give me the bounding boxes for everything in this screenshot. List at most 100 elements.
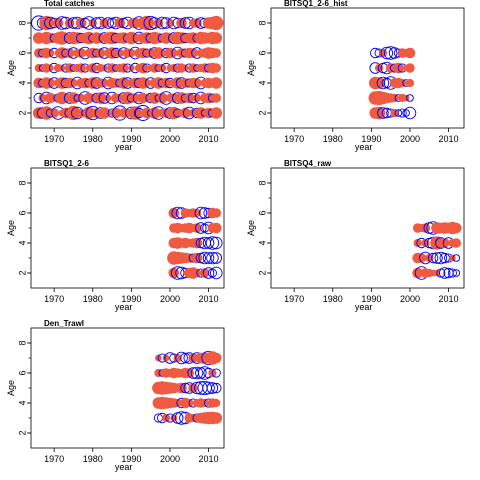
- positive-residual-bubble: [210, 412, 223, 424]
- positive-residual-bubble: [64, 48, 75, 58]
- x-tick-label: 2000: [400, 294, 420, 304]
- negative-residual-bubble: [198, 251, 211, 265]
- positive-residual-bubble: [156, 92, 168, 104]
- y-tick-label: 4: [17, 400, 27, 405]
- positive-residual-bubble: [378, 48, 388, 58]
- positive-residual-bubble: [145, 48, 156, 58]
- positive-residual-bubble: [404, 47, 416, 59]
- x-tick-label: 2000: [160, 294, 180, 304]
- positive-residual-bubble: [49, 108, 59, 118]
- positive-residual-bubble: [153, 18, 164, 28]
- y-tick-label: 2: [17, 110, 27, 115]
- y-axis-label: Age: [6, 380, 16, 396]
- negative-residual-bubble: [175, 351, 188, 365]
- positive-residual-bubble: [88, 93, 97, 103]
- negative-residual-bubble: [205, 236, 220, 250]
- positive-residual-bubble: [175, 32, 188, 44]
- positive-residual-bubble: [412, 267, 423, 279]
- negative-residual-bubble: [383, 46, 398, 60]
- positive-residual-bubble: [149, 63, 160, 73]
- x-tick-label: 1990: [121, 454, 141, 464]
- positive-residual-bubble: [211, 208, 222, 218]
- y-axis-label: Age: [246, 60, 256, 76]
- positive-residual-bubble: [210, 77, 223, 89]
- positive-residual-bubble: [158, 63, 167, 73]
- x-tick-label: 1980: [83, 294, 103, 304]
- y-tick-label: 6: [17, 370, 27, 375]
- chart-panel-3: BITSQ1_2-6 1970 1980 1990 2000 2010 2 4 6 8 year Ag…: [6, 159, 225, 312]
- positive-residual-bubble: [169, 48, 178, 58]
- positive-residual-bubble: [450, 222, 462, 234]
- negative-residual-bubble: [206, 251, 219, 265]
- chart-panel-4: BITSQ4_raw 1970 1980 1990 2000 2010 2 4 6 8 year Ag…: [246, 159, 465, 312]
- positive-residual-bubble: [173, 398, 182, 408]
- positive-residual-bubble: [45, 78, 56, 88]
- negative-residual-bubble: [427, 252, 439, 264]
- y-tick-label: 6: [17, 210, 27, 215]
- positive-residual-bubble: [71, 32, 84, 44]
- positive-residual-bubble: [188, 48, 198, 58]
- negative-residual-bubble: [210, 236, 223, 250]
- negative-residual-bubble: [452, 269, 461, 277]
- positive-residual-bubble: [430, 236, 444, 250]
- negative-residual-bubble: [170, 266, 185, 280]
- y-tick-label: 8: [257, 20, 267, 25]
- y-tick-label: 2: [17, 270, 27, 275]
- positive-residual-bubble: [188, 63, 198, 73]
- x-tick-label: 1980: [83, 134, 103, 144]
- chart-title: Den_Trawl: [44, 319, 84, 328]
- negative-residual-bubble: [438, 267, 451, 279]
- positive-residual-bubble: [398, 78, 407, 88]
- x-tick-label: 2000: [160, 454, 180, 464]
- chart-panel-2: BITSQ1_2-6_hist 1970 1980 1990 2000 2010 2 4 6 8 y…: [246, 0, 465, 152]
- positive-residual-bubble: [95, 48, 106, 58]
- y-axis-label: Age: [246, 220, 256, 236]
- negative-residual-bubble: [406, 94, 414, 102]
- positive-residual-bubble: [449, 254, 456, 262]
- positive-residual-bubble: [180, 107, 191, 119]
- positive-residual-bubble: [100, 78, 109, 88]
- negative-residual-bubble: [403, 106, 417, 120]
- negative-residual-bubble: [206, 382, 219, 394]
- y-tick-label: 2: [17, 430, 27, 435]
- x-tick-label: 1970: [44, 294, 64, 304]
- positive-residual-bubble: [69, 78, 78, 88]
- positive-residual-bubble: [188, 353, 198, 363]
- y-tick-label: 6: [17, 50, 27, 55]
- x-tick-label: 1980: [323, 134, 343, 144]
- x-tick-label: 1990: [361, 294, 381, 304]
- positive-residual-bubble: [86, 77, 99, 89]
- y-tick-label: 8: [17, 20, 27, 25]
- positive-residual-bubble: [192, 208, 202, 218]
- positive-residual-bubble: [91, 108, 102, 118]
- x-tick-label: 1990: [121, 134, 141, 144]
- positive-residual-bubble: [171, 77, 184, 89]
- positive-residual-bubble: [99, 18, 110, 28]
- y-tick-label: 4: [17, 80, 27, 85]
- positive-residual-bubble: [154, 368, 163, 378]
- positive-residual-bubble: [142, 78, 151, 88]
- negative-residual-bubble: [434, 251, 448, 265]
- chart-title: BITSQ1_2-6: [44, 159, 89, 168]
- chart-panel-5: Den_Trawl 1970 1980 1990 2000 2010 2 4 6 8 year Age: [6, 319, 225, 472]
- x-axis-label: year: [355, 302, 373, 312]
- positive-residual-bubble: [117, 77, 130, 89]
- positive-residual-bubble: [402, 94, 410, 102]
- positive-residual-bubble: [142, 93, 151, 103]
- negative-residual-bubble: [376, 76, 390, 90]
- x-axis-label: year: [115, 462, 133, 472]
- negative-residual-bubble: [431, 252, 443, 264]
- y-axis-label: Age: [6, 60, 16, 76]
- negative-residual-bubble: [402, 109, 410, 117]
- positive-residual-bubble: [390, 93, 399, 103]
- x-tick-label: 2010: [199, 454, 219, 464]
- negative-residual-bubble: [397, 108, 407, 118]
- y-tick-label: 4: [257, 80, 267, 85]
- x-axis-label: year: [115, 302, 133, 312]
- positive-residual-bubble: [115, 48, 124, 58]
- negative-residual-bubble: [452, 254, 461, 262]
- positive-residual-bubble: [192, 78, 202, 88]
- positive-residual-bubble: [130, 33, 140, 43]
- positive-residual-bubble: [64, 63, 75, 73]
- negative-residual-bubble: [195, 367, 207, 379]
